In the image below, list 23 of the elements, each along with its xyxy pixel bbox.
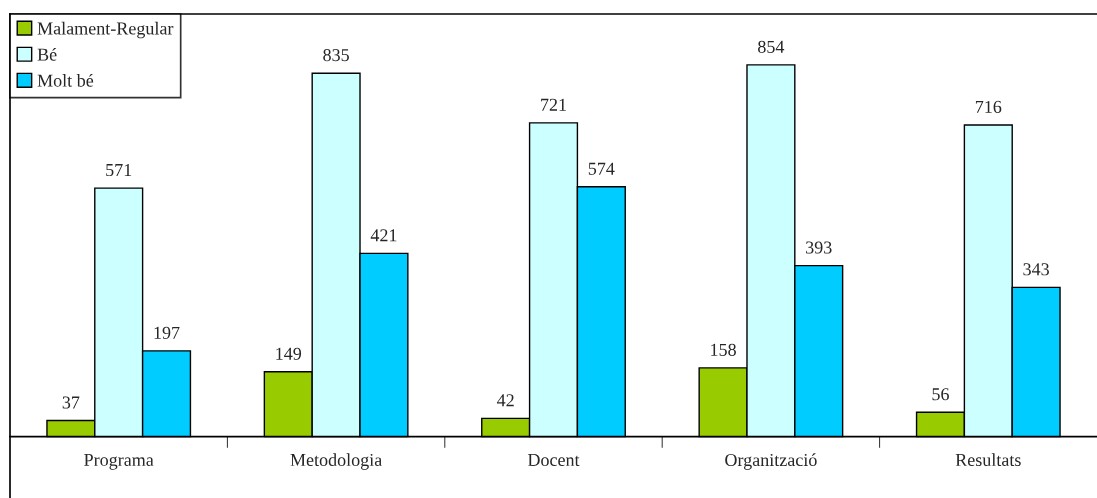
data-label: 393 [806,241,832,254]
x-tick-label: Metodologia [290,453,382,470]
data-label: 149 [276,347,302,360]
data-label: 571 [106,164,132,177]
data-label: 421 [370,229,397,242]
x-tick-label: Programa [84,453,154,470]
x-tick-label: Resultats [955,453,1021,467]
legend-label: Molt bé [37,74,94,87]
data-label: 835 [323,49,349,62]
data-label: 42 [497,394,514,407]
data-label: 197 [154,326,180,339]
legend-label: Bé [37,47,57,61]
data-label: 574 [588,162,615,175]
data-label: 158 [711,343,736,356]
data-label: 721 [541,98,566,111]
x-tick-label: Docent [527,454,580,467]
data-label: 716 [975,100,1002,113]
data-label: 37 [62,396,80,409]
x-tick-label: Organització [725,453,817,470]
data-label: 854 [758,40,785,53]
legend-label: Malament-Regular [37,21,174,39]
data-label: 56 [932,388,949,401]
data-label: 343 [1023,263,1049,276]
